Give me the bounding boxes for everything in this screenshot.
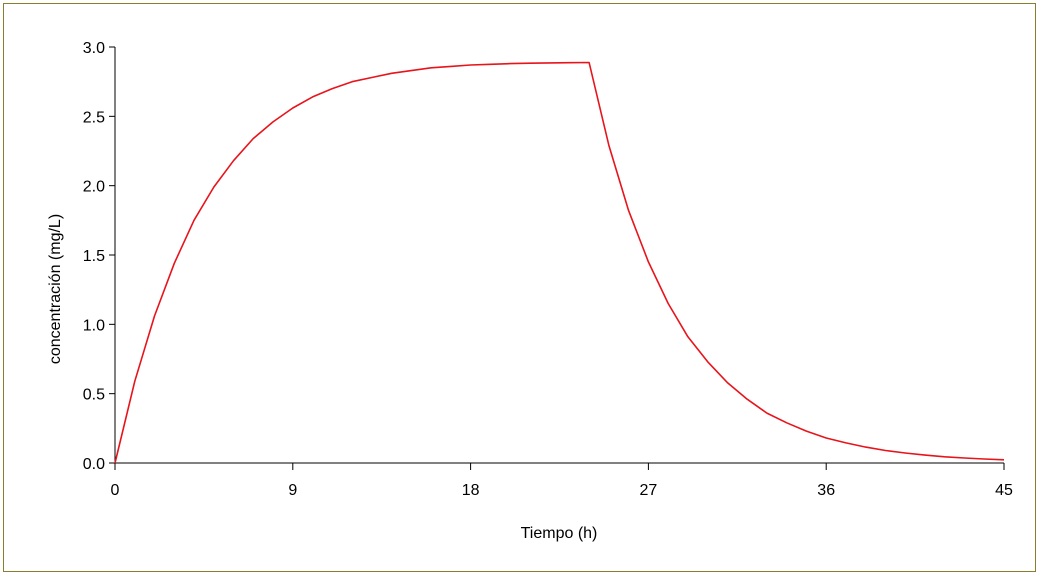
y-tick-label-4: 2.0 (83, 179, 105, 196)
x-tick-label-5: 45 (995, 482, 1013, 499)
y-tick-label-3: 1.5 (83, 248, 105, 265)
y-tick-label-5: 2.5 (83, 109, 105, 126)
ticks: 0.0 0.5 1.0 1.5 2.0 2.5 3.0 0 9 18 27 36 45 (83, 40, 1013, 499)
series (114, 61, 1005, 464)
y-tick-label-1: 0.5 (83, 387, 105, 404)
y-tick-label-6: 3.0 (83, 40, 105, 57)
series-line-0 (114, 61, 1005, 464)
chart-frame (3, 3, 1036, 572)
x-tick-label-0: 0 (111, 482, 120, 499)
x-tick-label-1: 9 (288, 482, 297, 499)
axes (114, 47, 1004, 464)
x-tick-label-4: 36 (817, 482, 835, 499)
y-tick-label-0: 0.0 (83, 456, 105, 473)
y-axis-title: concentración (mg/L) (47, 214, 64, 364)
y-tick-label-2: 1.0 (83, 317, 105, 334)
x-tick-label-3: 27 (640, 482, 658, 499)
x-axis-title: Tiempo (h) (521, 525, 598, 542)
x-tick-label-2: 18 (462, 482, 480, 499)
